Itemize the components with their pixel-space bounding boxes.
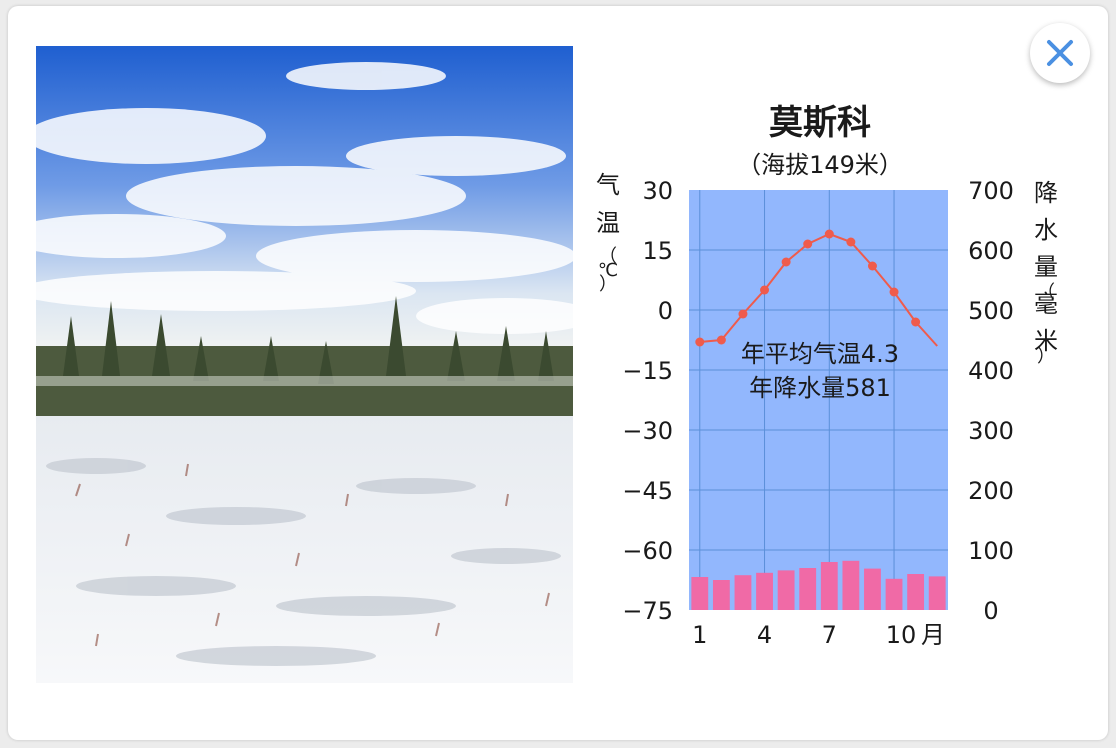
right-axis-label-char: 量: [1034, 253, 1058, 281]
right-axis-label-char: 水: [1034, 216, 1058, 244]
temperature-point: [824, 229, 834, 239]
temperature-point: [695, 337, 705, 347]
temperature-point: [803, 239, 813, 249]
landscape-photo: [36, 46, 573, 683]
temperature-polyline: [699, 232, 938, 347]
temperature-point: [716, 335, 726, 345]
chart-title: 莫斯科: [769, 103, 871, 143]
precipitation-bar: [756, 572, 773, 610]
x-axis-unit: 月: [921, 621, 945, 649]
left-axis-tick-label: −15: [622, 357, 673, 385]
temperature-point: [889, 287, 899, 297]
precipitation-bars: [691, 560, 946, 610]
right-axis-tick-label: 300: [968, 417, 1014, 445]
plot-area: [689, 190, 948, 610]
precipitation-bar: [885, 578, 903, 610]
precipitation-bar: [777, 570, 795, 610]
left-axis-tick-label: −30: [622, 417, 673, 445]
right-axis-label-char: （: [1037, 282, 1055, 303]
left-axis-label-char: 气: [596, 171, 620, 199]
right-axis-label-char: 米: [1034, 327, 1058, 355]
close-icon: [1047, 40, 1073, 66]
precipitation-bar: [691, 577, 709, 610]
left-axis-tick-label: 30: [642, 177, 673, 205]
left-axis-tick-label: −60: [622, 537, 673, 565]
precipitation-bar: [864, 568, 881, 610]
right-axis-tick-label: 400: [968, 357, 1014, 385]
left-axis-label-char: ℃: [598, 260, 618, 281]
right-axis-tick-label: 600: [968, 237, 1014, 265]
x-axis-tick-label: 1: [692, 621, 707, 649]
chart-subtitle: （海拔149米）: [737, 151, 903, 179]
left-axis-ticks: 30 15 0 −15 −30 −45 −60 −75: [622, 177, 673, 625]
right-axis-label-char: 降: [1034, 179, 1058, 207]
precipitation-bar: [734, 575, 752, 610]
precipitation-bar: [712, 580, 730, 610]
right-axis-label: 降水量（毫米）: [1034, 179, 1058, 367]
precipitation-bar: [907, 574, 925, 610]
annotation-mean-temperature: 年平均气温4.3: [741, 340, 899, 368]
temperature-point: [760, 285, 770, 295]
temperature-point: [738, 309, 748, 319]
right-axis-tick-label: 0: [983, 597, 998, 625]
x-axis-tick-label: 10: [886, 621, 917, 649]
left-axis-tick-label: 0: [658, 297, 673, 325]
precipitation-bar: [928, 576, 946, 610]
temperature-point: [781, 257, 791, 267]
close-button[interactable]: [1030, 23, 1090, 83]
left-axis-tick-label: −45: [622, 477, 673, 505]
precipitation-bar: [799, 568, 817, 610]
right-axis-tick-label: 200: [968, 477, 1014, 505]
left-axis-label: 气温 （℃）: [596, 171, 620, 295]
right-axis-ticks: 700 600 500 400 300 200 100 0: [968, 177, 1014, 625]
grid: [689, 190, 948, 610]
temperature-point: [867, 261, 877, 271]
precipitation-bar: [842, 560, 860, 610]
annotation-annual-precipitation: 年降水量581: [749, 374, 891, 402]
right-axis-tick-label: 500: [968, 297, 1014, 325]
left-axis-tick-label: −75: [622, 597, 673, 625]
left-axis-label-char: 温: [596, 209, 620, 237]
left-axis-label-char: ）: [599, 274, 617, 295]
right-axis-label-char: ）: [1037, 346, 1055, 367]
left-axis-tick-label: 15: [642, 237, 673, 265]
precipitation-bar: [820, 562, 838, 610]
x-axis-tick-label: 4: [757, 621, 772, 649]
right-axis-label-char: 毫: [1034, 290, 1058, 318]
temperature-line: [695, 229, 938, 347]
x-axis-ticks: 1 4 7 10: [692, 621, 916, 649]
temperature-point: [846, 237, 856, 247]
x-axis-tick-label: 7: [822, 621, 837, 649]
right-axis-tick-label: 100: [968, 537, 1014, 565]
left-axis-label-char: （: [599, 246, 617, 267]
temperature-point: [911, 317, 921, 327]
right-axis-tick-label: 700: [968, 177, 1014, 205]
